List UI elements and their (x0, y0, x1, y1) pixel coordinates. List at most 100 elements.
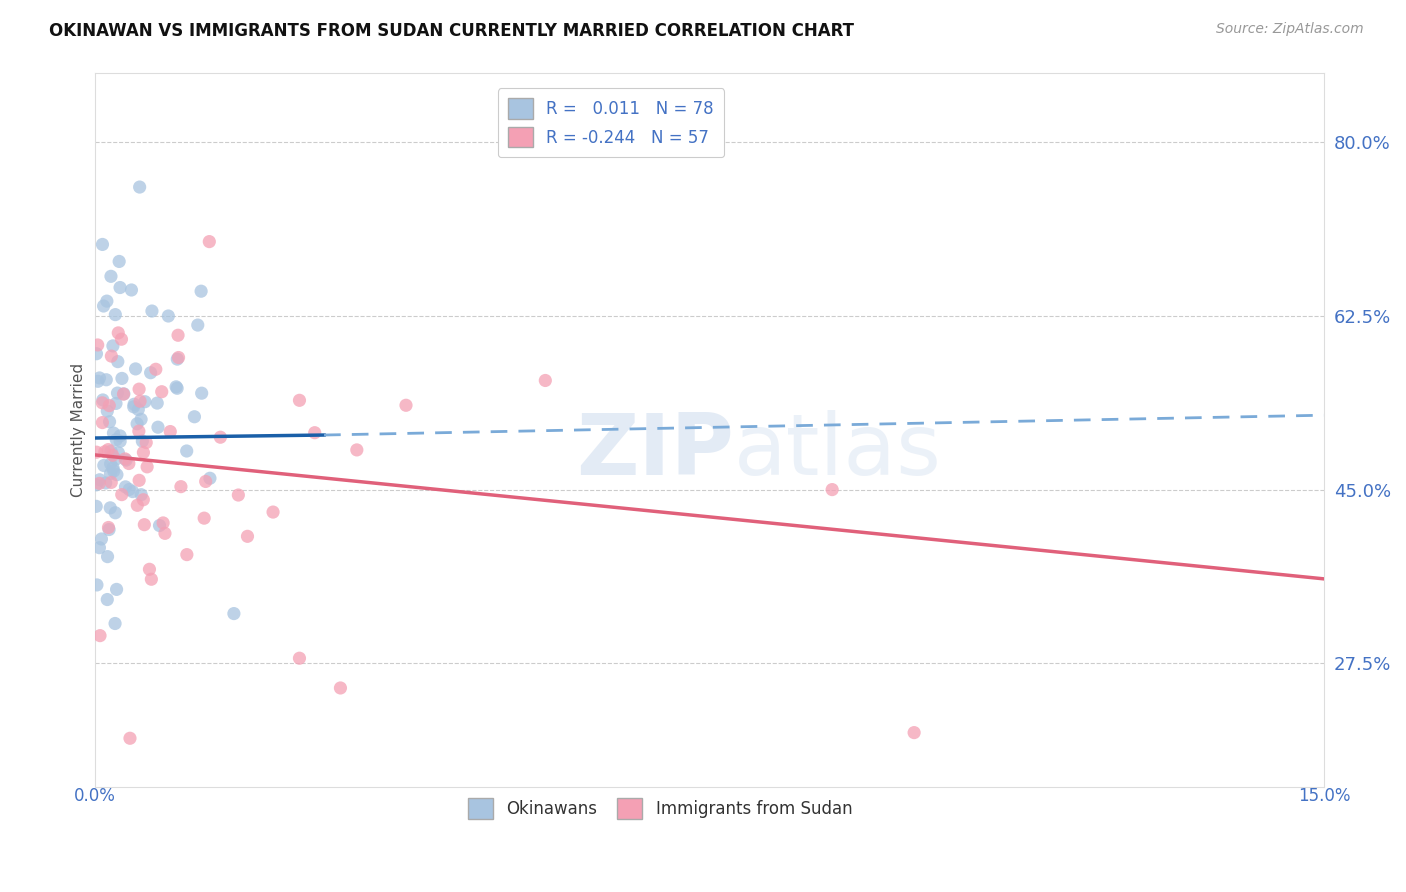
Point (166, 381, 188, 395)
Point (103, 464, 125, 478)
Point (167, 328, 190, 343)
Point (136, 459, 159, 474)
Point (176, 548, 198, 562)
Point (89, 476, 111, 491)
Point (112, 387, 135, 401)
Point (129, 412, 152, 426)
Point (166, 352, 188, 367)
Text: OKINAWAN VS IMMIGRANTS FROM SUDAN CURRENTLY MARRIED CORRELATION CHART: OKINAWAN VS IMMIGRANTS FROM SUDAN CURREN… (49, 22, 855, 40)
Point (128, 382, 150, 396)
Point (104, 396, 127, 410)
Point (100, 269, 122, 284)
Point (127, 498, 149, 512)
Point (94, 444, 117, 458)
Point (183, 409, 205, 424)
Point (108, 254, 131, 268)
Point (157, 309, 180, 323)
Point (903, 725, 925, 739)
Point (98, 500, 121, 515)
Point (86, 445, 108, 459)
Point (98, 399, 121, 413)
Point (86, 338, 108, 352)
Point (193, 511, 215, 525)
Point (84, 500, 107, 514)
Point (98, 415, 121, 429)
Point (139, 366, 162, 380)
Point (107, 386, 129, 401)
Point (111, 488, 134, 502)
Text: ZIP: ZIP (576, 410, 734, 493)
Point (105, 467, 128, 482)
Point (121, 484, 143, 499)
Point (148, 518, 170, 533)
Point (198, 235, 221, 249)
Point (222, 607, 245, 621)
Point (170, 480, 193, 494)
Point (129, 394, 152, 409)
Text: 15.0%: 15.0% (1298, 787, 1350, 805)
Point (107, 326, 129, 340)
Point (346, 442, 368, 457)
Point (122, 397, 145, 411)
Point (105, 582, 128, 597)
Point (288, 393, 311, 408)
Point (104, 452, 127, 467)
Point (96, 592, 118, 607)
Point (150, 384, 173, 399)
Point (91, 237, 114, 252)
Point (108, 429, 131, 443)
Point (110, 332, 132, 346)
Point (104, 616, 127, 631)
Point (104, 308, 127, 322)
Text: 0.0%: 0.0% (73, 787, 115, 805)
Point (128, 180, 150, 194)
Point (107, 446, 129, 460)
Point (91, 416, 114, 430)
Legend: Okinawans, Immigrants from Sudan: Okinawans, Immigrants from Sudan (461, 791, 859, 825)
Point (104, 506, 127, 520)
Point (94, 475, 117, 490)
Point (146, 396, 169, 410)
Point (187, 318, 209, 332)
Point (128, 473, 150, 487)
Point (176, 444, 198, 458)
Point (105, 433, 128, 447)
Point (86, 578, 108, 592)
Point (141, 572, 163, 586)
Point (304, 425, 326, 440)
Point (96, 373, 118, 387)
Point (132, 445, 155, 459)
Point (100, 457, 122, 471)
Point (534, 374, 557, 388)
Point (135, 435, 157, 450)
Point (93, 299, 115, 313)
Point (209, 430, 232, 444)
Point (101, 339, 124, 353)
Point (228, 488, 250, 502)
Point (87, 374, 110, 388)
Point (141, 304, 163, 318)
Point (96, 294, 118, 309)
Point (124, 362, 146, 376)
Point (114, 480, 136, 494)
Point (108, 280, 131, 294)
Point (165, 380, 187, 394)
Point (100, 349, 122, 363)
Point (89, 629, 111, 643)
Point (101, 460, 124, 475)
Point (134, 394, 156, 409)
Point (132, 492, 155, 507)
Y-axis label: Currently Married: Currently Married (72, 363, 86, 497)
Point (90, 532, 112, 546)
Point (118, 483, 141, 497)
Point (97, 442, 120, 457)
Point (115, 453, 138, 467)
Point (86, 347, 108, 361)
Point (108, 434, 131, 449)
Point (84, 478, 107, 492)
Point (146, 420, 169, 434)
Point (236, 529, 259, 543)
Point (288, 651, 311, 665)
Point (821, 483, 844, 497)
Point (329, 681, 352, 695)
